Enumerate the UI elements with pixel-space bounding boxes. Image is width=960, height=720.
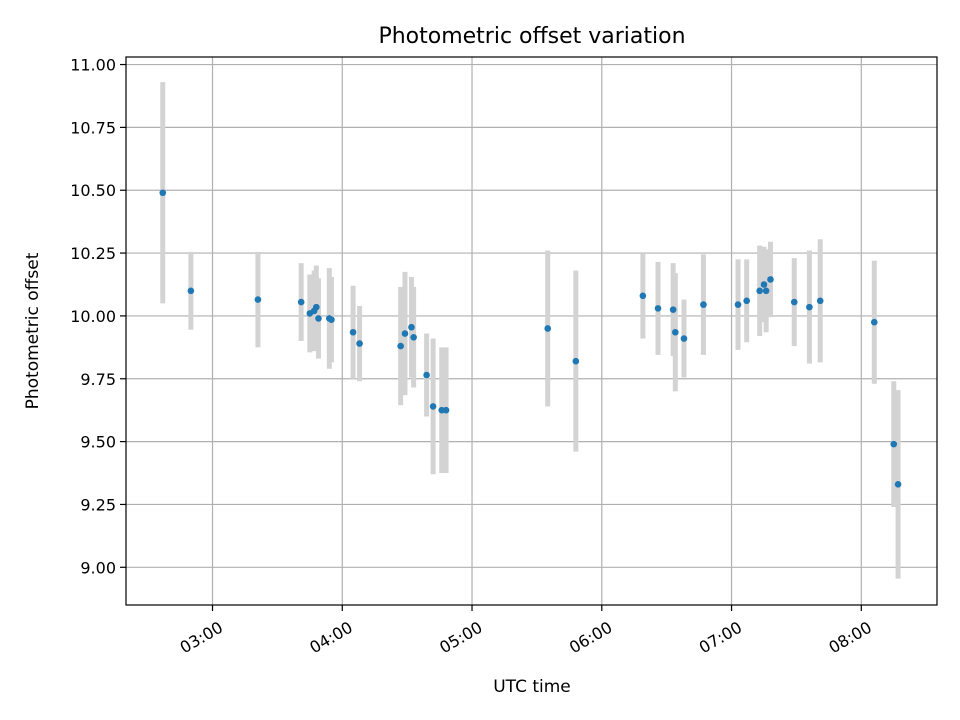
data-point-7 — [315, 315, 322, 322]
y-tick-label: 9.25 — [80, 495, 116, 514]
data-point-24 — [669, 306, 677, 313]
data-point-6 — [313, 303, 320, 311]
data-point-11 — [356, 340, 363, 347]
data-point-36 — [816, 297, 824, 305]
x-axis-label: UTC time — [493, 677, 571, 697]
data-point-34 — [790, 298, 798, 306]
data-point-37 — [870, 318, 878, 326]
chart-title: Photometric offset variation — [378, 24, 685, 49]
data-point-16 — [423, 371, 430, 379]
data-point-13 — [401, 330, 409, 337]
y-tick-label: 10.50 — [70, 181, 116, 200]
data-point-15 — [410, 333, 417, 341]
y-tick-label: 11.00 — [70, 56, 116, 75]
data-point-38 — [890, 440, 898, 448]
data-point-22 — [639, 292, 647, 300]
x-tick-label: 08:00 — [825, 618, 874, 658]
y-tick-label: 9.50 — [80, 433, 116, 452]
data-point-32 — [762, 287, 770, 295]
data-point-12 — [397, 342, 404, 350]
x-tick-label: 03:00 — [177, 618, 226, 658]
x-tick-label: 07:00 — [696, 618, 745, 658]
data-point-28 — [734, 301, 742, 308]
y-tick-label: 10.75 — [70, 118, 116, 137]
data-point-0 — [159, 189, 167, 197]
data-point-33 — [767, 276, 774, 283]
y-tick-label: 10.00 — [70, 307, 116, 326]
data-point-20 — [544, 325, 552, 332]
data-point-39 — [894, 481, 902, 488]
data-point-25 — [672, 328, 679, 336]
data-point-31 — [760, 281, 768, 288]
y-axis-ticks: 9.00 9.25 9.50 9.75 10.00 10.25 10.50 10.75 11.0… — [70, 56, 126, 577]
grid-lines — [126, 57, 937, 605]
data-point-3 — [297, 298, 305, 306]
data-point-23 — [654, 305, 662, 312]
data-point-2 — [254, 296, 262, 303]
data-point-14 — [408, 323, 415, 331]
x-axis-ticks: 03:00 04:00 05:00 06:00 07:00 08:00 — [177, 605, 875, 657]
x-tick-label: 04:00 — [306, 618, 355, 658]
y-axis-label: Photometric offset — [23, 252, 43, 409]
data-point-29 — [743, 297, 750, 305]
data-point-35 — [806, 303, 813, 311]
y-tick-label: 9.00 — [80, 558, 116, 577]
y-tick-label: 10.25 — [70, 244, 116, 263]
data-point-17 — [429, 403, 437, 410]
data-point-27 — [700, 301, 707, 308]
x-tick-label: 05:00 — [436, 618, 485, 658]
data-point-26 — [680, 335, 688, 342]
y-tick-label: 9.75 — [80, 370, 116, 389]
plot-frame — [125, 56, 938, 606]
data-point-19 — [442, 406, 450, 414]
data-points — [159, 189, 902, 488]
data-point-30 — [756, 287, 763, 295]
data-point-21 — [572, 357, 580, 365]
data-point-9 — [328, 316, 335, 323]
data-point-1 — [187, 287, 195, 295]
x-tick-label: 06:00 — [566, 618, 615, 658]
data-point-10 — [349, 328, 357, 336]
